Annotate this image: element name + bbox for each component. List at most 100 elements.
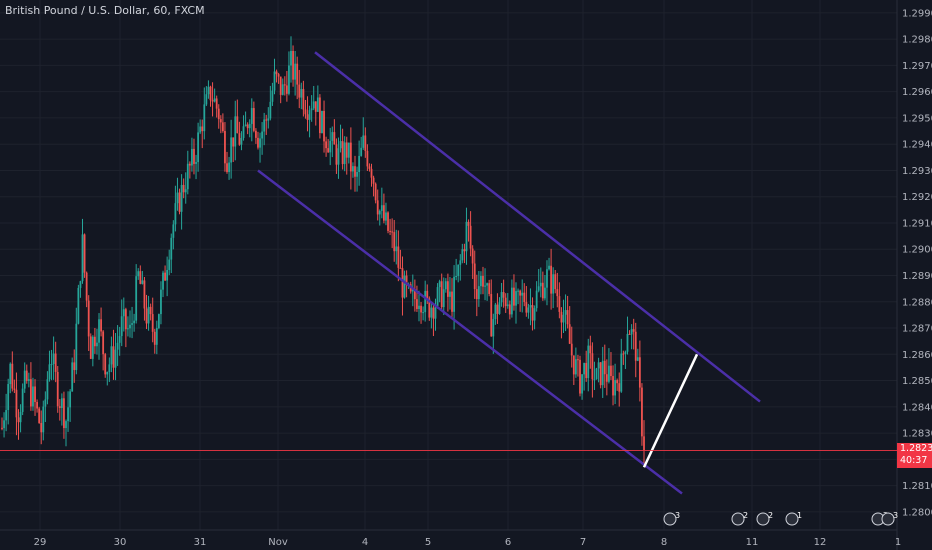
candle-body xyxy=(477,286,480,300)
candle-body xyxy=(91,336,94,359)
candle-body xyxy=(541,282,544,299)
candle-body xyxy=(440,281,443,308)
candle-body xyxy=(465,221,468,252)
candle-body xyxy=(50,364,53,366)
candle-body xyxy=(457,264,460,276)
x-tick-label: 4 xyxy=(362,537,368,548)
y-tick-label: 1.28700 xyxy=(902,324,932,335)
candle-body xyxy=(510,287,513,315)
candle-body xyxy=(19,411,22,423)
candle-body xyxy=(207,86,210,95)
candle-body xyxy=(374,183,377,201)
candle-body xyxy=(405,275,408,286)
candle-body xyxy=(418,305,420,309)
candle-body xyxy=(424,290,427,313)
y-tick-label: 1.29300 xyxy=(902,166,932,177)
candle-body xyxy=(614,380,616,396)
candle-body xyxy=(397,246,400,268)
candle-body xyxy=(628,333,631,335)
candle-body xyxy=(364,135,367,151)
candle-body xyxy=(155,328,158,345)
candle-body xyxy=(411,289,414,292)
candle-body xyxy=(395,246,398,252)
candle-body xyxy=(354,166,356,177)
candle-countdown: 40:37 xyxy=(900,455,928,467)
candle-body xyxy=(259,138,261,148)
candle-body xyxy=(319,97,321,134)
candle-body xyxy=(96,342,98,347)
candle-body xyxy=(69,391,72,408)
candle-body xyxy=(316,97,319,112)
candle-body xyxy=(106,372,109,375)
x-tick-label: 11 xyxy=(746,537,759,548)
candle-body xyxy=(589,345,592,354)
candle-body xyxy=(442,289,445,308)
candle-body xyxy=(149,306,152,315)
candle-body xyxy=(73,362,76,371)
candle-body xyxy=(100,319,102,332)
candle-body xyxy=(560,311,563,323)
candle-body xyxy=(548,265,550,270)
candle-body xyxy=(339,141,342,149)
candle-body xyxy=(108,364,111,373)
event-marker xyxy=(663,512,677,526)
candle-body xyxy=(366,150,369,167)
candle-body xyxy=(323,110,325,142)
y-tick-label: 1.29500 xyxy=(902,113,932,124)
candle-body xyxy=(182,184,185,193)
candle-body xyxy=(104,354,107,375)
candle-body xyxy=(331,132,334,141)
candle-body xyxy=(533,308,536,321)
candle-body xyxy=(401,268,404,298)
candle-body xyxy=(535,290,538,309)
candle-body xyxy=(451,291,453,312)
candle-body xyxy=(376,200,379,215)
candle-body xyxy=(250,108,253,124)
candle-body xyxy=(504,297,507,307)
candle-body xyxy=(186,163,189,190)
candle-body xyxy=(248,123,251,129)
candle-body xyxy=(25,370,28,381)
candle-body xyxy=(40,422,43,433)
candle-body xyxy=(519,290,522,296)
candle-body xyxy=(290,50,292,66)
candle-body xyxy=(151,314,154,332)
candle-body xyxy=(632,329,635,332)
candle-body xyxy=(455,275,458,277)
candle-body xyxy=(38,408,41,423)
candle-body xyxy=(13,388,16,390)
candle-body xyxy=(153,331,156,345)
candle-body xyxy=(234,116,237,147)
candle-body xyxy=(494,304,497,320)
candle-body xyxy=(382,205,385,221)
candle-body xyxy=(422,312,425,314)
candle-body xyxy=(343,142,346,165)
candle-body xyxy=(30,379,32,407)
candle-body xyxy=(230,137,233,163)
candle-body xyxy=(527,307,530,313)
candle-body xyxy=(372,177,375,184)
candle-body xyxy=(242,126,245,138)
candle-body xyxy=(403,275,406,298)
candle-body xyxy=(271,90,274,102)
candle-body xyxy=(525,302,528,313)
y-tick-label: 1.28000 xyxy=(902,507,932,518)
candle-body xyxy=(618,383,621,392)
candle-body xyxy=(341,141,344,165)
candle-body xyxy=(467,221,470,226)
chart-title: British Pound / U.S. Dollar, 60, FXCM xyxy=(5,4,205,17)
candle-body xyxy=(102,331,105,355)
candle-body xyxy=(81,234,84,282)
candle-body xyxy=(122,309,125,317)
candle-body xyxy=(593,379,596,381)
candle-body xyxy=(616,380,619,384)
candle-body xyxy=(56,371,59,407)
candle-body xyxy=(498,302,501,314)
candle-body xyxy=(502,292,505,298)
event-marker xyxy=(785,512,799,526)
candle-body xyxy=(449,291,451,297)
candle-body xyxy=(298,84,301,98)
candle-body xyxy=(603,360,606,375)
